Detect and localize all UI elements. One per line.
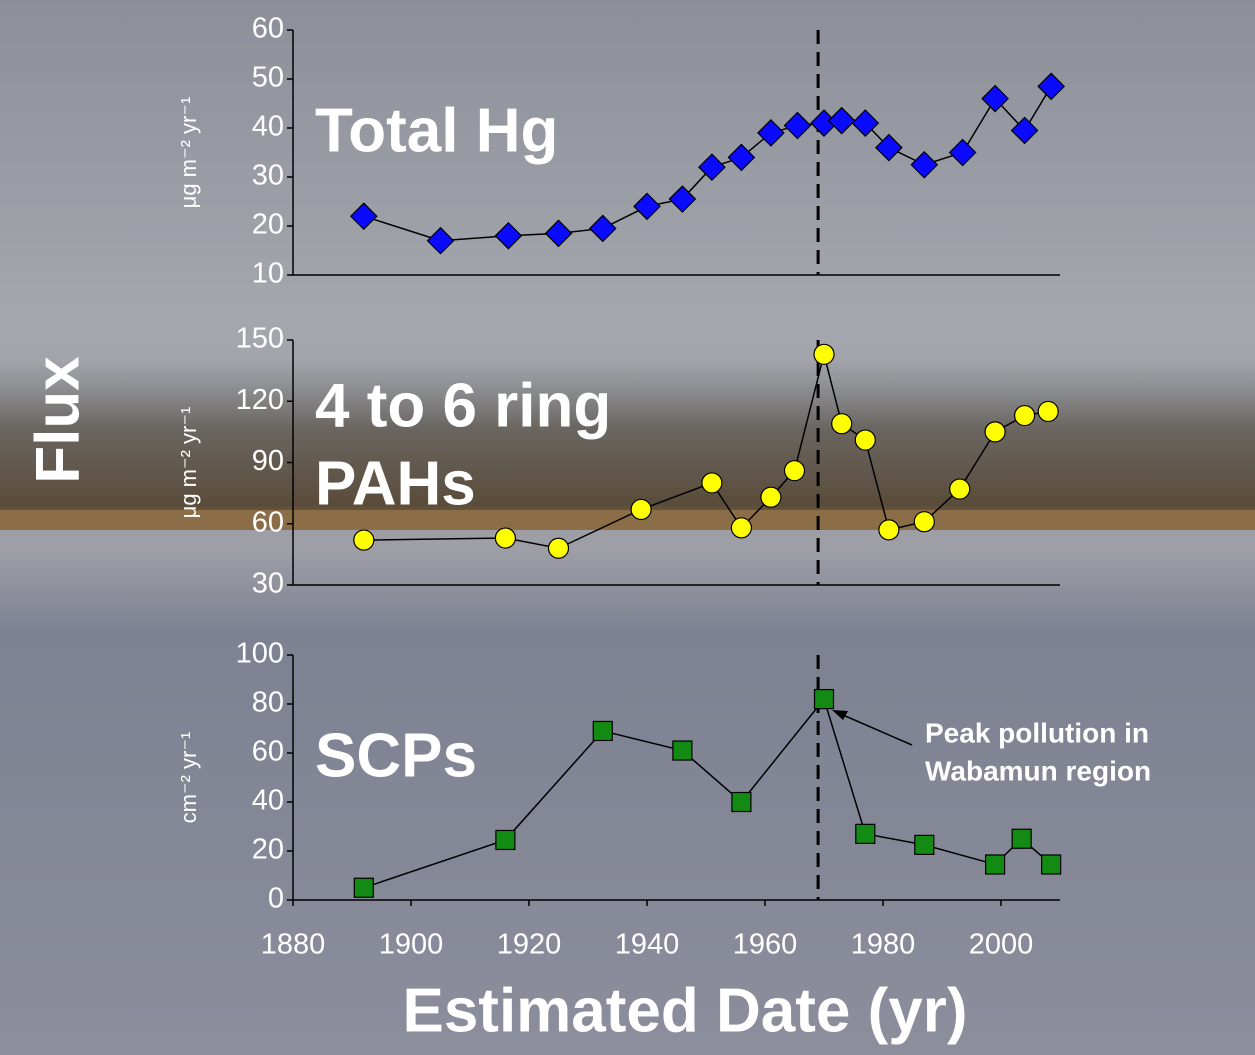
marker [984, 421, 1006, 443]
shore [0, 510, 1255, 530]
x-tick-label: 1960 [733, 929, 798, 961]
y-tick-label: 50 [252, 62, 284, 94]
marker [1041, 854, 1062, 875]
x-tick-label: 1940 [615, 929, 680, 961]
marker [851, 109, 880, 137]
marker [827, 106, 856, 135]
marker [757, 119, 785, 147]
y-tick-label: 20 [252, 834, 284, 866]
marker [730, 517, 753, 539]
marker [588, 214, 617, 243]
panel-title: PAHs [315, 449, 476, 518]
y-axis-label: μg m⁻² yr⁻¹ [176, 407, 201, 519]
y-tick-label: 60 [252, 736, 284, 768]
marker [731, 791, 752, 813]
marker [783, 460, 806, 482]
marker [701, 472, 723, 494]
marker [544, 219, 573, 248]
marker [727, 143, 756, 172]
x-tick-label: 1920 [497, 929, 562, 961]
marker [349, 202, 378, 231]
y-tick-label: 120 [236, 384, 284, 416]
panel-title: SCPs [315, 722, 477, 791]
marker [910, 150, 939, 179]
y-tick-label: 30 [252, 160, 284, 192]
marker [875, 133, 903, 162]
marker [831, 413, 853, 435]
marker [495, 829, 516, 851]
marker [813, 688, 835, 710]
panel-title: 4 to 6 ring [315, 371, 611, 440]
y-tick-label: 40 [252, 111, 284, 143]
annotation: Peak pollution in [925, 717, 1149, 748]
marker [855, 823, 876, 844]
marker [547, 537, 570, 559]
marker [494, 527, 516, 549]
marker [426, 226, 455, 255]
treeline [0, 360, 1255, 530]
marker [948, 138, 977, 167]
marker [854, 429, 876, 451]
marker [984, 854, 1006, 875]
marker [813, 343, 835, 365]
y-axis-label: μg m⁻² yr⁻¹ [176, 97, 201, 209]
marker [913, 511, 935, 533]
y-tick-label: 90 [252, 445, 284, 477]
y-tick-label: 30 [252, 568, 284, 600]
marker [353, 877, 374, 898]
y-tick-label: 40 [252, 785, 284, 817]
y-tick-label: 80 [252, 687, 284, 719]
marker [949, 478, 971, 500]
marker [1037, 72, 1065, 101]
panel-title: Total Hg [315, 97, 558, 166]
marker [1013, 404, 1036, 427]
marker [592, 720, 613, 742]
marker [698, 153, 726, 182]
y-tick-label: 100 [236, 638, 284, 670]
y-tick-label: 60 [252, 13, 284, 45]
y-axis-label: cm⁻² yr⁻¹ [176, 732, 201, 824]
x-tick-label: 1880 [261, 929, 326, 961]
y-tick-label: 150 [236, 323, 284, 355]
marker [1011, 828, 1032, 849]
y-tick-label: 20 [252, 209, 284, 241]
y-tick-label: 10 [252, 258, 284, 290]
marker [783, 111, 812, 140]
marker [668, 185, 697, 213]
y-label: Flux [23, 356, 92, 484]
annotation-arrowhead [832, 710, 848, 720]
marker [353, 529, 375, 551]
x-tick-label: 2000 [969, 929, 1034, 961]
marker [672, 740, 693, 761]
marker [494, 221, 523, 250]
annotation-arrow [835, 711, 913, 746]
marker [1010, 116, 1039, 145]
x-label: Estimated Date (yr) [402, 976, 967, 1045]
marker [914, 834, 935, 855]
annotation: Wabamun region [925, 755, 1151, 786]
y-tick-label: 0 [268, 883, 284, 915]
x-tick-label: 1900 [379, 929, 444, 961]
marker [981, 84, 1009, 113]
y-tick-label: 60 [252, 506, 284, 538]
marker [630, 498, 652, 521]
marker [760, 486, 782, 508]
marker [1037, 400, 1059, 423]
marker [633, 192, 661, 221]
x-tick-label: 1980 [851, 929, 916, 961]
marker [878, 519, 900, 541]
